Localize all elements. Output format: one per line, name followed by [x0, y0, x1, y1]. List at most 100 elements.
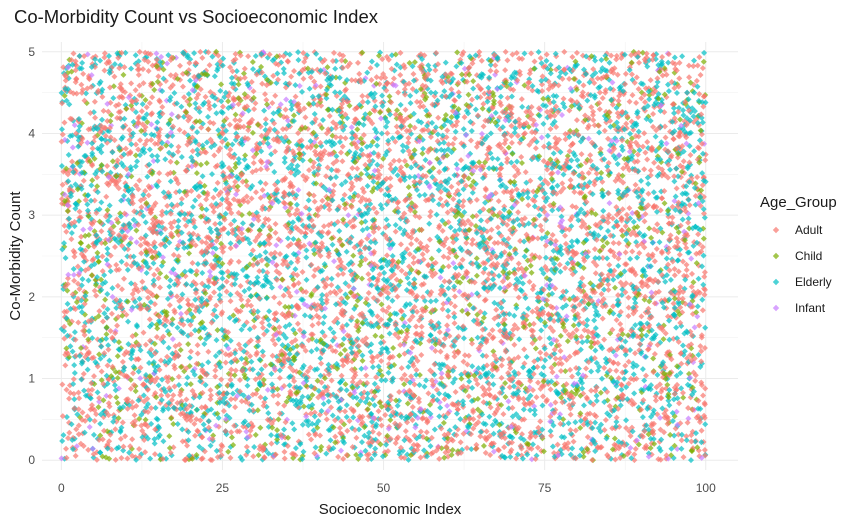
data-point — [428, 255, 435, 262]
data-point — [142, 416, 149, 423]
data-point — [494, 313, 501, 320]
data-point — [440, 419, 447, 426]
data-point — [78, 81, 85, 88]
data-point — [599, 95, 606, 102]
data-point — [618, 291, 625, 298]
data-point — [295, 56, 302, 63]
data-point — [454, 165, 461, 172]
data-point — [367, 348, 374, 355]
data-point — [621, 268, 628, 275]
data-point — [230, 101, 237, 108]
data-point — [651, 333, 658, 340]
data-point — [466, 378, 473, 385]
data-point — [283, 398, 290, 405]
data-point — [689, 270, 696, 277]
data-point — [303, 254, 310, 261]
data-point — [154, 153, 161, 160]
data-point — [219, 196, 226, 203]
data-point — [126, 449, 133, 456]
data-point — [513, 158, 520, 165]
data-point — [231, 183, 238, 190]
data-point — [164, 202, 171, 209]
data-point — [535, 379, 542, 386]
data-point — [531, 411, 538, 418]
data-point — [532, 193, 539, 200]
data-point — [310, 192, 317, 199]
data-point — [613, 104, 620, 111]
data-point — [111, 61, 118, 68]
data-point — [434, 155, 441, 162]
data-point — [491, 240, 498, 247]
data-point — [613, 414, 620, 421]
data-point — [617, 320, 624, 327]
data-point — [671, 265, 678, 272]
data-point — [515, 294, 522, 301]
data-point — [406, 280, 413, 287]
data-point — [700, 392, 707, 399]
data-point — [585, 135, 592, 142]
data-point — [556, 261, 563, 268]
data-point — [615, 97, 622, 104]
data-point — [436, 159, 443, 166]
data-point — [441, 335, 448, 342]
data-point — [318, 305, 325, 312]
data-point — [150, 260, 157, 267]
data-point — [395, 89, 402, 96]
data-point — [444, 209, 451, 216]
data-point — [281, 402, 288, 409]
data-point — [392, 222, 399, 229]
data-point — [295, 280, 302, 287]
data-point — [304, 144, 311, 151]
data-point — [294, 206, 301, 213]
data-point — [167, 449, 174, 456]
data-point — [664, 174, 671, 181]
data-point — [173, 228, 180, 235]
data-point — [677, 370, 684, 377]
data-point — [219, 275, 226, 282]
data-point — [132, 163, 139, 170]
data-point — [437, 195, 444, 202]
data-point — [558, 394, 565, 401]
data-point — [700, 235, 707, 242]
data-point — [269, 259, 276, 266]
data-point — [547, 386, 554, 393]
data-point — [632, 350, 639, 357]
data-point — [519, 455, 526, 462]
data-point — [311, 287, 318, 294]
data-point — [650, 111, 657, 118]
data-point — [420, 145, 427, 152]
data-point — [528, 269, 535, 276]
data-point — [205, 113, 212, 120]
data-point — [511, 322, 518, 329]
data-point — [241, 65, 248, 72]
data-point — [409, 344, 416, 351]
data-point — [484, 276, 491, 283]
data-point — [201, 182, 208, 189]
data-point — [487, 451, 494, 458]
data-point — [170, 169, 177, 176]
data-point — [529, 87, 536, 94]
data-point — [441, 454, 448, 461]
data-point — [676, 59, 683, 66]
data-point — [407, 92, 414, 99]
data-point — [118, 258, 125, 265]
data-point — [473, 196, 480, 203]
data-point — [75, 319, 82, 326]
data-point — [389, 252, 396, 259]
data-point — [613, 418, 620, 425]
data-point — [455, 324, 462, 331]
data-point — [282, 303, 289, 310]
data-point — [119, 419, 126, 426]
data-point — [103, 392, 110, 399]
data-point — [647, 77, 654, 84]
data-point — [304, 125, 311, 132]
data-point — [510, 326, 517, 333]
data-point — [627, 347, 634, 354]
data-point — [231, 281, 238, 288]
data-point — [385, 304, 392, 311]
data-point — [638, 332, 645, 339]
data-point — [349, 444, 356, 451]
data-point — [295, 101, 302, 108]
data-point — [395, 258, 402, 265]
data-point — [169, 336, 176, 343]
